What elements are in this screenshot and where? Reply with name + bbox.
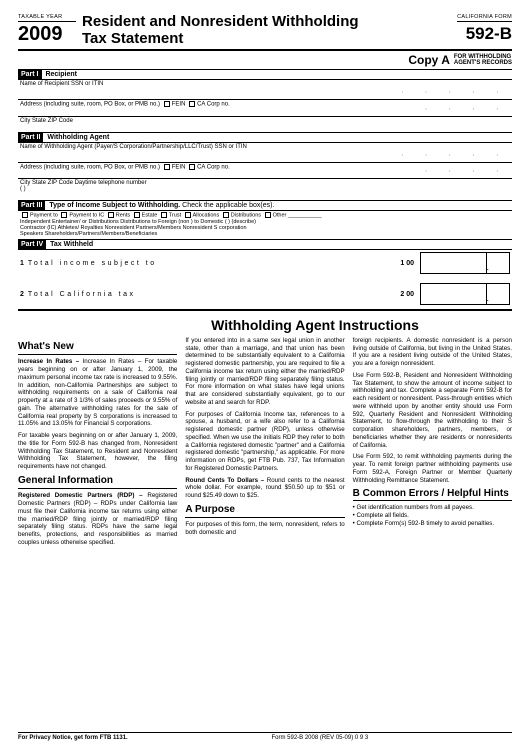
agent-address-field[interactable]: Address (including suite, room, PO Box, … bbox=[18, 163, 512, 180]
column-1: What's New Increase In Rates – Increase … bbox=[18, 337, 177, 551]
part-4-title: Tax Withheld bbox=[50, 241, 93, 248]
copy-a-row: Copy A FOR WITHHOLDINGAGENT'S RECORDS bbox=[18, 51, 512, 70]
rdp-ref-para: For purposes of California Income tax, r… bbox=[185, 411, 344, 473]
purpose-para: For purposes of this form, the term, non… bbox=[185, 521, 344, 537]
purpose-heading: A Purpose bbox=[185, 504, 344, 519]
part-3-title: Type of Income Subject to Withholding. C… bbox=[49, 202, 274, 209]
part-4-header: Part IV Tax Withheld bbox=[18, 240, 512, 250]
privacy-notice: For Privacy Notice, get form FTB 1131. bbox=[18, 735, 128, 741]
rdp-para: Registered Domestic Partners (RDP) – Reg… bbox=[18, 492, 177, 546]
hint-2: Complete all fields. bbox=[353, 512, 512, 520]
round-para: Round Cents To Dollars – Round cents to … bbox=[185, 477, 344, 500]
tax-year: 2009 bbox=[18, 23, 76, 46]
form-number: 592-B bbox=[457, 24, 512, 44]
part-1-header: Part I Recipient bbox=[18, 70, 512, 80]
phone-field[interactable]: ( ) bbox=[20, 186, 26, 192]
line-2-amount[interactable]: . bbox=[420, 283, 510, 305]
title-change-para: For taxable years beginning on or after … bbox=[18, 432, 177, 471]
title-line-1: Resident and Nonresident Withholding bbox=[82, 14, 457, 31]
part-2-badge: Part II bbox=[18, 133, 43, 142]
california-form-label: CALIFORNIA FORM bbox=[457, 14, 512, 22]
column-3: foreign recipients. A domestic nonreside… bbox=[353, 337, 512, 551]
form-header: TAXABLE YEAR 2009 Resident and Nonreside… bbox=[18, 14, 512, 51]
instructions-title: Withholding Agent Instructions bbox=[18, 317, 512, 333]
general-info-heading: General Information bbox=[18, 475, 177, 490]
recipient-city-field[interactable]: City State ZIP Code bbox=[18, 117, 512, 133]
agent-city-field[interactable]: City State ZIP Code Daytime telephone nu… bbox=[18, 179, 512, 201]
use-form-para: Use Form 592-B, Resident and Nonresident… bbox=[353, 372, 512, 450]
recipient-address-field[interactable]: Address (including suite, room, PO Box, … bbox=[18, 100, 512, 117]
part-2-header: Part II Withholding Agent bbox=[18, 133, 512, 143]
part-2-title: Withholding Agent bbox=[47, 134, 109, 141]
errors-heading: B Common Errors / Helpful Hints bbox=[353, 488, 512, 501]
copy-a-label: Copy A bbox=[408, 53, 450, 67]
part-1-badge: Part I bbox=[18, 70, 42, 79]
union-para: If you entered into in a same sex legal … bbox=[185, 337, 344, 407]
agent-name-field[interactable]: Name of Withholding Agent (Payer/S Corpo… bbox=[18, 143, 512, 163]
whats-new-heading: What's New bbox=[18, 341, 177, 356]
foreign-para: foreign recipients. A domestic nonreside… bbox=[353, 337, 512, 368]
line-1: 1 Total income subject to 1 00 . bbox=[18, 250, 512, 277]
hint-1: Get identification numbers from all paye… bbox=[353, 504, 512, 512]
hints-list: Get identification numbers from all paye… bbox=[353, 504, 512, 527]
form-title: Resident and Nonresident Withholding Tax… bbox=[76, 14, 457, 47]
part-3-header: Part III Type of Income Subject to Withh… bbox=[18, 201, 512, 211]
line-2: 2 Total California tax 2 00 . bbox=[18, 281, 512, 311]
hint-3: Complete Form(s) 592-B timely to avoid p… bbox=[353, 520, 512, 528]
income-type-line4: Speakers Shareholders/Partners/Members/B… bbox=[20, 231, 510, 237]
taxable-year-label: TAXABLE YEAR bbox=[18, 14, 76, 22]
part-3-badge: Part III bbox=[18, 201, 45, 210]
column-2: If you entered into in a same sex legal … bbox=[185, 337, 344, 551]
part-4-badge: Part IV bbox=[18, 240, 46, 249]
line-1-amount[interactable]: . bbox=[420, 252, 510, 274]
recipient-name-field[interactable]: Name of Recipient SSN or ITIN ' ' ' ' ' bbox=[18, 80, 512, 100]
rates-para: Increase In Rates – Increase In Rates – … bbox=[18, 358, 177, 428]
copy-a-text: FOR WITHHOLDINGAGENT'S RECORDS bbox=[454, 54, 512, 66]
page-footer: For Privacy Notice, get form FTB 1131. F… bbox=[18, 732, 512, 741]
part-1-title: Recipient bbox=[45, 71, 77, 78]
income-type-checkboxes[interactable]: Payment to Payment to IC Rents Estate Tr… bbox=[18, 211, 512, 240]
remit-para: Use Form 592, to remit withholding payme… bbox=[353, 453, 512, 484]
instructions-columns: What's New Increase In Rates – Increase … bbox=[18, 337, 512, 551]
form-revision: Form 592-B 2008 (REV 05-09) 0 9 3 bbox=[271, 735, 368, 741]
title-line-2: Tax Statement bbox=[82, 31, 457, 48]
